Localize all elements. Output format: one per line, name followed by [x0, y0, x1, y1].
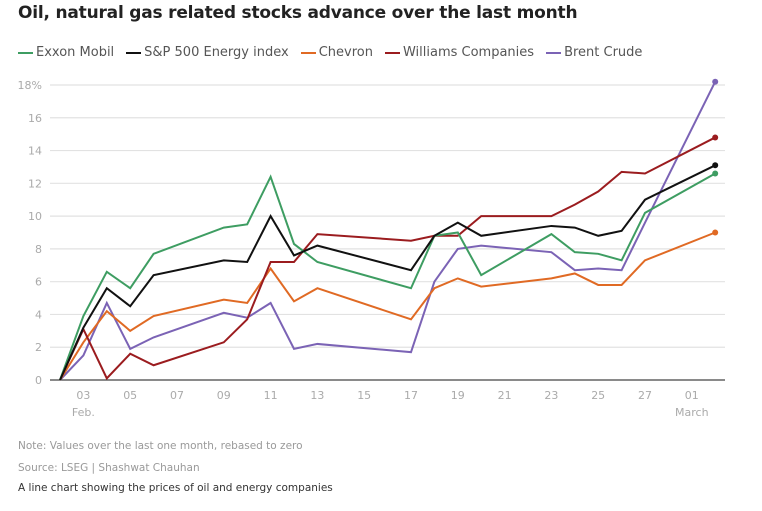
- x-tick-label: 09: [217, 389, 231, 402]
- x-tick-sublabel: Feb.: [72, 406, 95, 419]
- y-tick-label: 8: [35, 243, 42, 256]
- x-tick-label: 25: [591, 389, 605, 402]
- chart-title: Oil, natural gas related stocks advance …: [18, 3, 578, 23]
- series-line-exxon-mobil: [59, 172, 716, 381]
- legend: Exxon Mobil S&P 500 Energy index Chevron…: [18, 45, 642, 60]
- legend-label: Brent Crude: [564, 45, 643, 60]
- legend-label: S&P 500 Energy index: [144, 45, 289, 60]
- x-tick-label: 01: [685, 389, 699, 402]
- legend-item-sp500-energy: S&P 500 Energy index: [126, 45, 289, 60]
- legend-swatch: [18, 51, 33, 54]
- y-tick-label: 0: [35, 374, 42, 387]
- x-tick-label: 23: [544, 389, 558, 402]
- x-tick-label: 21: [498, 389, 512, 402]
- series-line-williams-companies: [59, 136, 716, 381]
- series-end-marker-williams-companies: [712, 134, 719, 141]
- legend-swatch: [126, 51, 142, 54]
- series-end-marker-s-p-500-energy-index: [712, 162, 719, 169]
- y-tick-label: 16: [28, 112, 42, 125]
- y-axis-ticks: 0 2 4 6 8 10 12 14 16 18%: [18, 79, 42, 387]
- series-end-marker-exxon-mobil: [712, 170, 719, 177]
- legend-swatch: [300, 51, 316, 54]
- legend-swatch: [546, 51, 562, 54]
- legend-label: Exxon Mobil: [36, 45, 115, 60]
- legend-item-williams: Williams Companies: [384, 45, 535, 60]
- chart-description: A line chart showing the prices of oil a…: [18, 482, 333, 494]
- x-tick-label: 11: [264, 389, 278, 402]
- legend-item-chevron: Chevron: [300, 45, 373, 60]
- x-tick-label: 15: [357, 389, 371, 402]
- series-line-chevron: [59, 231, 716, 381]
- series-line-brent-crude: [59, 81, 717, 381]
- series-line-s-p-500-energy-index: [59, 164, 716, 381]
- gridlines: [50, 84, 725, 381]
- y-tick-label: 2: [35, 341, 42, 354]
- y-tick-label: 4: [35, 308, 42, 321]
- series-lines: [59, 78, 719, 381]
- x-tick-label: 07: [170, 389, 184, 402]
- x-tick-label: 05: [123, 389, 137, 402]
- x-tick-label: 13: [310, 389, 324, 402]
- x-tick-label: 27: [638, 389, 652, 402]
- y-tick-label: 12: [28, 177, 42, 190]
- series-end-marker-chevron: [712, 229, 719, 236]
- x-tick-label: 19: [451, 389, 465, 402]
- y-tick-label: 18%: [18, 79, 42, 92]
- x-axis-ticks: 03 Feb. 05 07 09 11 13 15 17 19 21 23 25 27 01 March: [72, 389, 709, 419]
- legend-item-brent-crude: Brent Crude: [546, 45, 642, 60]
- x-tick-label: 17: [404, 389, 418, 402]
- y-tick-label: 6: [35, 276, 42, 289]
- legend-label: Chevron: [318, 45, 373, 60]
- legend-label: Williams Companies: [402, 45, 535, 60]
- line-chart: 0 2 4 6 8 10 12 14 16 18% 03 Feb. 05 07 09 11 13 15 17 19 2…: [18, 78, 725, 419]
- legend-item-exxon-mobil: Exxon Mobil: [18, 45, 114, 60]
- chart-source: Source: LSEG | Shashwat Chauhan: [18, 462, 200, 474]
- y-tick-label: 10: [28, 210, 42, 223]
- chart-note: Note: Values over the last one month, re…: [18, 440, 303, 452]
- x-tick-sublabel: March: [675, 406, 709, 419]
- legend-swatch: [384, 51, 400, 54]
- x-tick-label: 03: [76, 389, 90, 402]
- series-end-marker-brent-crude: [712, 78, 719, 85]
- y-tick-label: 14: [28, 145, 42, 158]
